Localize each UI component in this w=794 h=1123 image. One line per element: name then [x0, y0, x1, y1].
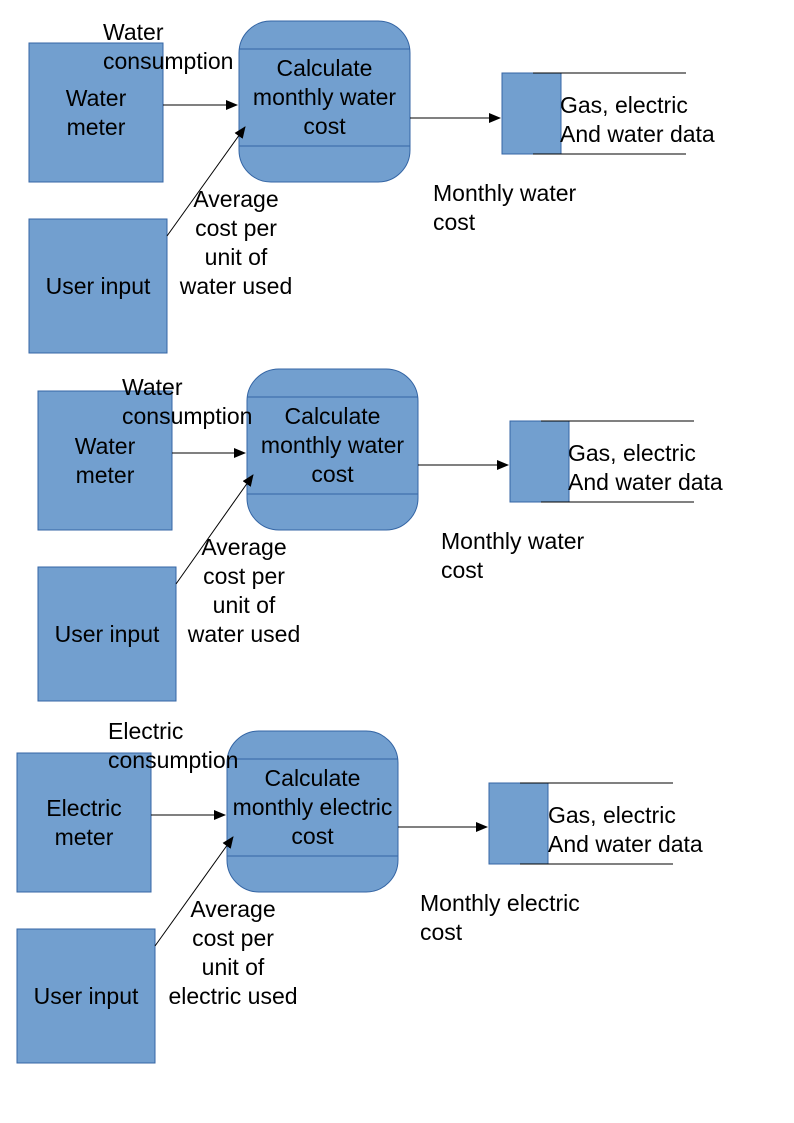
water-meter-entity: [37, 390, 173, 531]
consumption-flow-label: Water consumption: [103, 19, 234, 74]
data-store-label: Gas, electric And water data: [560, 92, 715, 147]
cost-flow-arrow: [154, 836, 234, 947]
user-input-entity: [28, 218, 168, 354]
cost-flow-arrow: [166, 126, 246, 237]
cost-flow-arrow: [175, 474, 254, 585]
electric-meter-label: Electric meter: [46, 795, 122, 850]
data-store-label: Gas, electric And water data: [548, 802, 703, 857]
electric-meter-entity: [16, 752, 152, 893]
user-input-label: User input: [45, 273, 151, 299]
consumption-flow-label: Electric consumption: [108, 718, 239, 773]
process-label: Calculate monthly water cost: [260, 403, 405, 487]
user-input-label: User input: [54, 621, 160, 647]
calculate-process: [226, 730, 399, 893]
cost-flow-label: Average cost per unit of water used: [179, 186, 293, 299]
data-store-id-box: [501, 72, 562, 155]
water-meter-entity: [28, 42, 164, 183]
calculate-process: [246, 368, 419, 531]
user-input-entity: [37, 566, 177, 702]
consumption-flow-label: Water consumption: [122, 374, 253, 429]
process-label: Calculate monthly water cost: [252, 55, 397, 139]
data-store-id-box: [509, 420, 570, 503]
data-store-id-box: [488, 782, 549, 865]
output-flow-label: Monthly electric cost: [420, 890, 580, 945]
calculate-process: [238, 20, 411, 183]
data-store-label: Gas, electric And water data: [568, 440, 723, 495]
user-input-label: User input: [33, 983, 139, 1009]
diagram-water-2: [37, 368, 694, 702]
water-meter-label: Water meter: [65, 85, 127, 140]
cost-flow-label: Average cost per unit of electric used: [168, 896, 298, 1009]
cost-flow-label: Average cost per unit of water used: [187, 534, 301, 647]
water-meter-label: Water meter: [74, 433, 136, 488]
process-label: Calculate monthly electric cost: [232, 765, 393, 849]
diagram-water-1: [28, 20, 686, 354]
output-flow-label: Monthly water cost: [433, 180, 577, 235]
diagram-electric: [16, 730, 673, 1064]
output-flow-label: Monthly water cost: [441, 528, 585, 583]
user-input-entity: [16, 928, 156, 1064]
